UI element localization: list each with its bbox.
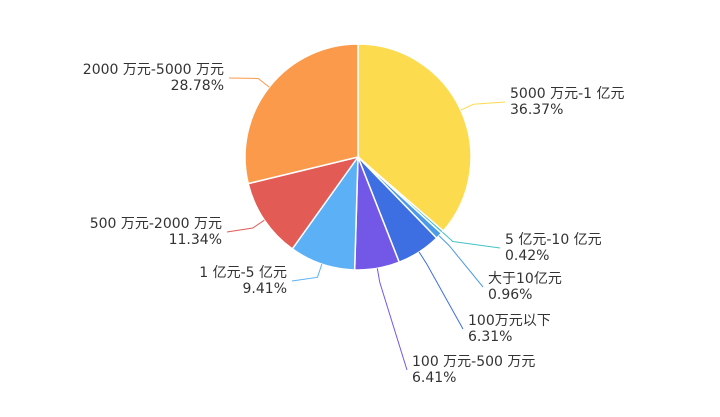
leader-line [226, 219, 265, 233]
value-label: 36.37% [510, 102, 563, 118]
value-label: 0.42% [505, 248, 549, 264]
value-label: 11.34% [169, 232, 222, 248]
value-label: 6.31% [468, 329, 512, 345]
leader-line [291, 263, 323, 282]
leader-line [228, 77, 270, 88]
leader-line [438, 235, 484, 288]
value-label: 0.96% [488, 287, 532, 303]
slice-label: 大于10亿元 [488, 271, 562, 287]
slice-label: 2000 万元-5000 万元 [83, 62, 224, 78]
leader-line [376, 268, 408, 371]
slice-label: 100万元以下 [468, 313, 551, 329]
leader-line [460, 101, 506, 111]
slice-label: 100 万元-500 万元 [412, 354, 535, 370]
slice-label: 5000 万元-1 亿元 [510, 86, 625, 102]
pie-slice [357, 43, 472, 233]
value-label: 28.78% [171, 78, 224, 94]
value-label: 6.41% [412, 370, 456, 386]
leader-line [418, 251, 464, 330]
slice-label: 1 亿元-5 亿元 [199, 265, 287, 281]
slice-label: 5 亿元-10 亿元 [505, 232, 602, 248]
leader-line [442, 231, 501, 249]
value-label: 9.41% [243, 281, 287, 297]
slice-label: 500 万元-2000 万元 [90, 216, 222, 232]
